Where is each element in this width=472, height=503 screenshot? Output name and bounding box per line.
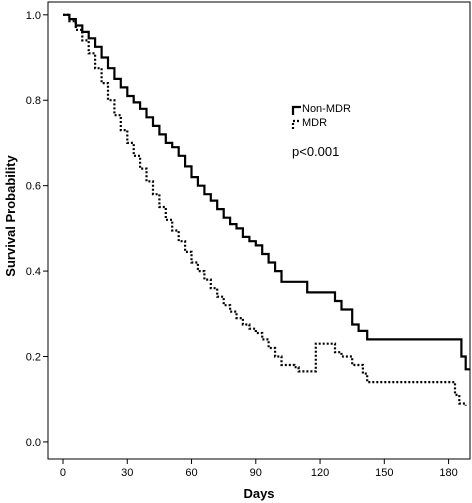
y-tick-label: 0.6: [26, 181, 41, 193]
series-layer: [63, 13, 470, 406]
series-line-non-mdr: [63, 13, 470, 371]
legend-line-non-mdr: [291, 105, 301, 115]
y-axis-title: Survival Probability: [3, 155, 18, 277]
legend-line-mdr: [291, 119, 301, 129]
y-tick-label: 1.0: [26, 10, 41, 22]
plot-frame: [47, 1, 471, 460]
legend: Non-MDR MDR: [291, 103, 351, 129]
p-value-annotation: p<0.001: [292, 144, 339, 159]
x-tick-label: 30: [121, 467, 133, 479]
legend-label-non-mdr: Non-MDR: [302, 103, 351, 115]
y-tick-label: 0.4: [26, 266, 41, 278]
x-axis: 0 30 60 90 120 150 180: [60, 459, 458, 479]
x-tick-label: 120: [311, 467, 329, 479]
y-tick-label: 0.2: [26, 351, 41, 363]
x-axis-title: Days: [243, 486, 274, 501]
legend-label-mdr: MDR: [302, 117, 327, 129]
x-tick-label: 60: [185, 467, 197, 479]
legend-item-mdr: MDR: [291, 117, 327, 129]
y-axis: 0.0 0.2 0.4 0.6 0.8 1.0: [26, 10, 48, 449]
x-tick-label: 0: [60, 467, 66, 479]
x-tick-label: 180: [439, 467, 457, 479]
series-line-mdr: [63, 13, 467, 406]
y-tick-label: 0.0: [26, 437, 41, 449]
x-tick-label: 150: [375, 467, 393, 479]
y-tick-label: 0.8: [26, 95, 41, 107]
x-tick-label: 90: [250, 467, 262, 479]
legend-item-non-mdr: Non-MDR: [291, 103, 351, 115]
